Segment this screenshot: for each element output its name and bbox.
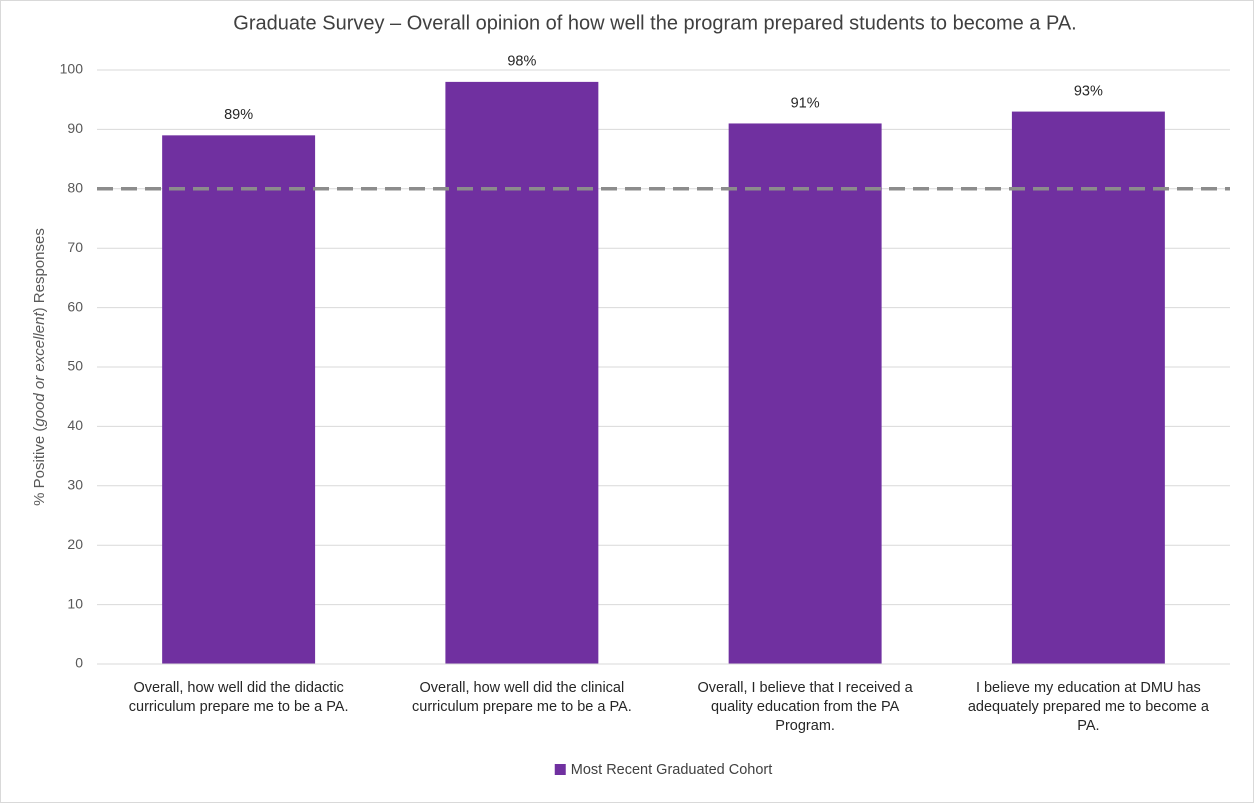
- bar: [445, 81, 599, 664]
- y-tick-label: 20: [67, 536, 83, 552]
- y-tick-label: 80: [67, 180, 83, 196]
- x-tick-label: I believe my education at DMU has adequat…: [968, 680, 1210, 734]
- legend-item: Most Recent Graduated Cohort: [554, 762, 773, 778]
- bar: [728, 123, 882, 664]
- y-tick-label: 60: [67, 298, 83, 314]
- y-axis-label-part: % Positive (: [31, 427, 48, 506]
- bar: [162, 135, 316, 665]
- y-tick-label: 100: [60, 61, 84, 77]
- y-tick-label: 70: [67, 239, 83, 255]
- x-tick-label-line: I believe my education at DMU has: [976, 680, 1201, 696]
- x-tick-label: Overall, how well did the didactic curric…: [129, 680, 349, 715]
- y-tick-label: 50: [67, 358, 83, 374]
- x-tick-label-line: PA.: [1077, 718, 1099, 734]
- y-tick-label: 90: [67, 120, 83, 136]
- y-tick-label: 40: [67, 417, 83, 433]
- x-tick-label-line: quality education from the PA: [711, 699, 900, 715]
- y-axis-label-part: ) Responses: [31, 228, 48, 312]
- x-tick-label-line: Overall, I believe that I received a: [698, 680, 914, 696]
- x-tick-label: Overall, I believe that I received a qual…: [698, 680, 914, 734]
- y-tick-label: 30: [67, 477, 83, 493]
- legend-label: Most Recent Graduated Cohort: [571, 762, 773, 778]
- x-tick-label-line: curriculum prepare me to be a PA.: [129, 699, 349, 715]
- y-axis-label-part: good or excellent: [31, 312, 48, 427]
- data-label: 98%: [507, 54, 536, 70]
- x-tick-label: Overall, how well did the clinical curric…: [412, 680, 632, 715]
- x-tick-label-line: Program.: [775, 718, 835, 734]
- bar: [1011, 111, 1165, 664]
- x-tick-label-line: Overall, how well did the clinical: [420, 680, 625, 696]
- x-tick-label-line: curriculum prepare me to be a PA.: [412, 699, 632, 715]
- data-label: 89%: [224, 107, 253, 123]
- y-tick-label: 10: [67, 595, 83, 611]
- y-axis-label: % Positive (good or excellent) Responses: [31, 228, 48, 506]
- x-tick-label-line: adequately prepared me to become a: [968, 699, 1210, 715]
- legend-swatch: [554, 764, 566, 775]
- chart-title: Graduate Survey – Overall opinion of how…: [233, 12, 1076, 34]
- y-tick-label: 0: [75, 655, 83, 671]
- x-tick-label-line: Overall, how well did the didactic: [133, 680, 343, 696]
- data-label: 91%: [791, 95, 820, 111]
- data-label: 93%: [1074, 83, 1103, 99]
